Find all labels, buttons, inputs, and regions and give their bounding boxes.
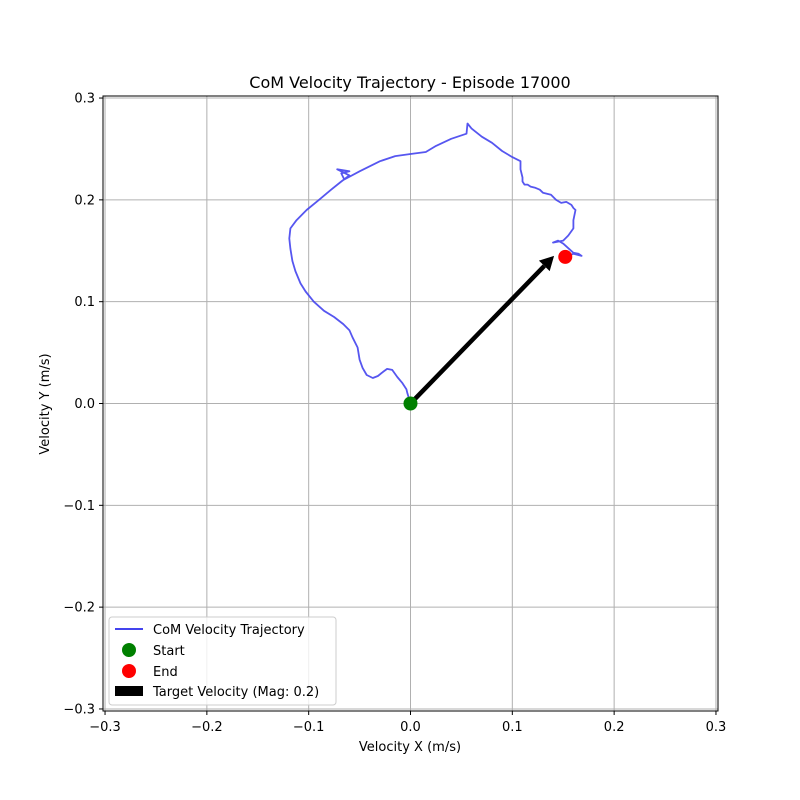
x-tick-label: −0.3 bbox=[89, 720, 121, 735]
y-tick-label: −0.3 bbox=[63, 702, 95, 717]
x-axis-label: Velocity X (m/s) bbox=[359, 740, 461, 755]
legend-swatch-end bbox=[122, 664, 136, 678]
y-tick-label: −0.2 bbox=[63, 601, 95, 616]
x-tick-label: −0.2 bbox=[191, 720, 223, 735]
plot-area bbox=[288, 122, 583, 411]
y-tick-label: −0.1 bbox=[63, 499, 95, 514]
target-velocity-arrow-head bbox=[538, 255, 555, 272]
end-marker bbox=[558, 249, 573, 264]
y-axis-label: Velocity Y (m/s) bbox=[38, 353, 53, 454]
legend-label-trajectory: CoM Velocity Trajectory bbox=[153, 623, 305, 638]
y-tick-label: 0.1 bbox=[74, 295, 95, 310]
target-velocity-arrow-shaft bbox=[408, 264, 546, 406]
legend-swatch-target bbox=[115, 686, 143, 696]
legend-box bbox=[108, 616, 337, 706]
legend-label-start: Start bbox=[153, 644, 185, 659]
x-tick-label: 0.2 bbox=[604, 720, 625, 735]
x-tick-label: −0.1 bbox=[293, 720, 325, 735]
y-tick-label: 0.3 bbox=[74, 92, 95, 107]
legend: CoM Velocity Trajectory Start End Target… bbox=[108, 616, 337, 706]
x-tick-label: 0.3 bbox=[706, 720, 727, 735]
chart-title: CoM Velocity Trajectory - Episode 17000 bbox=[249, 73, 570, 92]
x-tick-label: 0.0 bbox=[400, 720, 421, 735]
legend-label-target: Target Velocity (Mag: 0.2) bbox=[152, 685, 319, 700]
y-tick-label: 0.2 bbox=[74, 193, 95, 208]
legend-label-end: End bbox=[153, 665, 178, 680]
start-marker bbox=[403, 396, 418, 411]
y-tick-label: 0.0 bbox=[74, 397, 95, 412]
x-tick-label: 0.1 bbox=[502, 720, 523, 735]
legend-swatch-start bbox=[122, 643, 136, 657]
axis-ticks: −0.3 −0.2 −0.1 0.0 0.1 0.2 0.3 −0.3 −0.2 −0.1 0.0 0… bbox=[63, 92, 726, 735]
trajectory-line bbox=[288, 122, 583, 404]
